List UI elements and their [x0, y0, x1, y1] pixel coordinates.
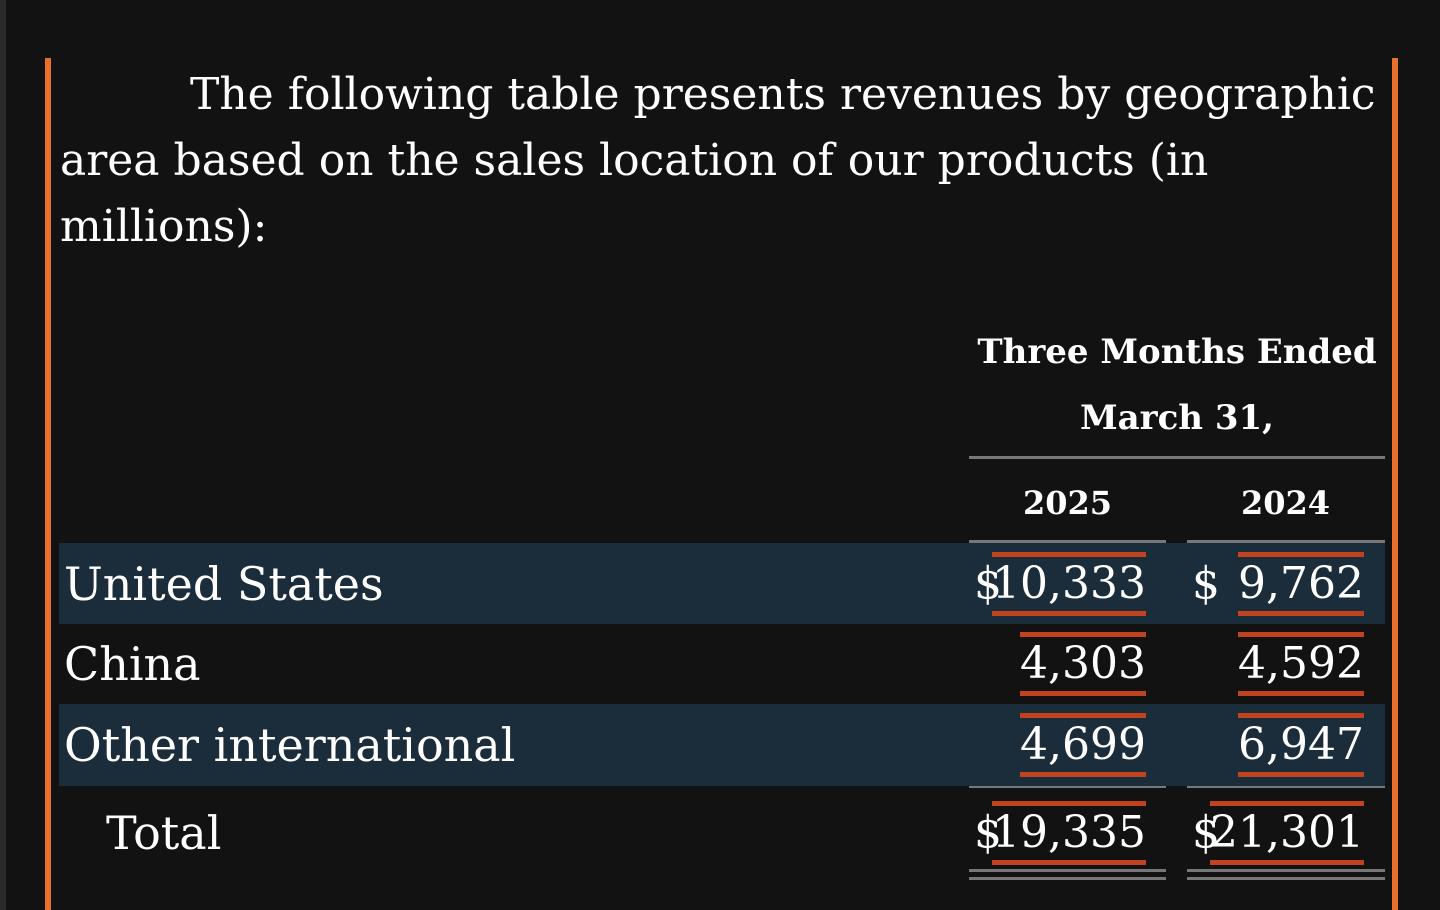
rule	[1187, 877, 1385, 880]
intro: The following table presents revenues by…	[60, 69, 1376, 252]
rule	[1187, 785, 1385, 788]
cell-value: 19,335	[992, 801, 1146, 865]
accent-bar	[1392, 58, 1398, 910]
currency-symbol: $	[1192, 558, 1220, 609]
table-row: United States $10,333 $9,762	[59, 543, 1385, 624]
rule	[969, 540, 1166, 543]
table-header: March 31,	[1080, 398, 1274, 438]
row-label: United States	[64, 556, 384, 611]
cell-value: 10,333	[992, 551, 1146, 616]
cell-value: 4,699	[1020, 713, 1146, 777]
rule	[969, 877, 1166, 880]
cell-value: 9,762	[1238, 551, 1364, 616]
table-row: Other international 4,699 6,947	[59, 704, 1385, 786]
rule	[1187, 869, 1385, 872]
column-header: 2024	[1240, 484, 1331, 522]
rule	[969, 869, 1166, 872]
cell-value: 4,303	[1020, 632, 1146, 696]
rule	[969, 785, 1166, 788]
currency-symbol: $	[1192, 807, 1220, 859]
rule	[969, 456, 1385, 459]
currency-symbol: $	[974, 807, 1002, 859]
row-label: Total	[106, 806, 222, 860]
row-label: China	[64, 637, 201, 691]
cell-value: 4,592	[1238, 632, 1364, 696]
edge	[0, 0, 6, 910]
currency-symbol: $	[974, 558, 1002, 609]
row-label: Other international	[64, 718, 516, 772]
table-row: China 4,303 4,592	[59, 624, 1385, 704]
cell-value: 6,947	[1238, 713, 1364, 777]
table-header: Three Months Ended	[977, 332, 1377, 372]
column-header: 2025	[1022, 484, 1113, 522]
table-row: Total $19,335 $21,301	[59, 786, 1385, 880]
rule	[1187, 540, 1385, 543]
cell-value: 21,301	[1210, 801, 1364, 865]
accent-bar	[45, 58, 51, 910]
